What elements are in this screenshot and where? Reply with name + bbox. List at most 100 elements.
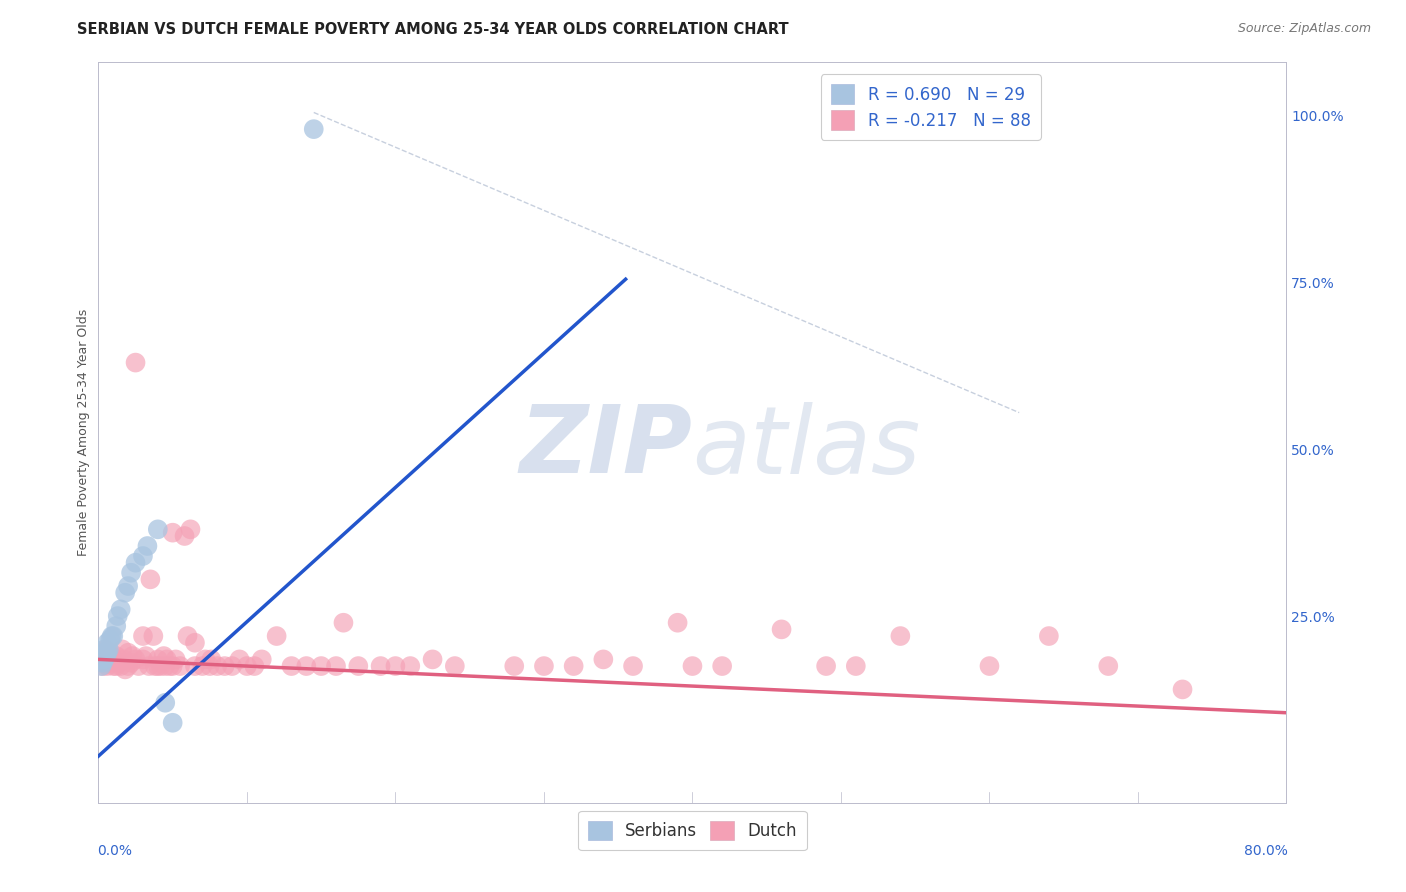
Point [325,659,347,673]
Point [101,648,124,663]
Point [91,659,114,673]
Point [228,652,250,666]
Point [94,648,117,663]
Point [114,585,136,599]
Point [384,659,406,673]
Point [250,652,273,666]
Point [103,659,125,673]
Point [91,652,114,666]
Point [90,652,112,666]
Point [214,659,236,673]
Point [503,659,526,673]
Point [138,659,160,673]
Text: 0.0%: 0.0% [97,844,132,857]
Point [592,652,614,666]
Point [120,566,142,580]
Point [621,659,644,673]
Point [110,659,132,673]
Point [112,652,135,666]
Point [191,659,214,673]
Point [711,659,734,673]
Point [184,636,207,650]
Point [97,642,120,657]
Point [236,659,259,673]
Point [105,619,128,633]
Point [101,629,124,643]
Text: Source: ZipAtlas.com: Source: ZipAtlas.com [1237,22,1371,36]
Point [155,659,177,673]
Point [110,602,132,616]
Point [146,659,169,673]
Point [280,659,302,673]
Point [1171,682,1194,697]
Point [309,659,332,673]
Point [121,648,143,663]
Point [93,646,115,660]
Y-axis label: Female Poverty Among 25-34 Year Olds: Female Poverty Among 25-34 Year Olds [77,309,90,557]
Point [107,609,129,624]
Point [889,629,911,643]
Legend: Serbians, Dutch: Serbians, Dutch [578,811,807,850]
Point [124,556,146,570]
Text: SERBIAN VS DUTCH FEMALE POVERTY AMONG 25-34 YEAR OLDS CORRELATION CHART: SERBIAN VS DUTCH FEMALE POVERTY AMONG 25… [77,22,789,37]
Point [98,632,121,647]
Point [142,629,165,643]
Point [128,659,150,673]
Point [370,659,392,673]
Point [132,629,155,643]
Point [162,525,184,540]
Point [422,652,444,666]
Point [105,648,128,663]
Point [295,659,318,673]
Point [90,659,112,673]
Point [169,659,191,673]
Point [156,652,179,666]
Point [979,659,1001,673]
Point [132,549,155,563]
Point [117,579,139,593]
Point [666,615,689,630]
Point [146,652,169,666]
Point [184,659,207,673]
Point [98,656,121,670]
Point [91,648,114,663]
Point [815,659,838,673]
Point [162,715,184,730]
Point [681,659,703,673]
Point [179,522,201,536]
Point [200,652,222,666]
Point [221,659,243,673]
Point [165,652,187,666]
Point [96,659,118,673]
Point [159,659,181,673]
Point [108,656,131,670]
Point [114,662,136,676]
Point [770,623,793,637]
Point [302,122,325,136]
Point [146,522,169,536]
Point [94,646,117,660]
Point [176,629,198,643]
Point [103,629,125,643]
Point [93,642,115,657]
Point [173,529,195,543]
Text: 80.0%: 80.0% [1244,844,1288,857]
Point [562,659,585,673]
Point [93,652,115,666]
Point [136,539,159,553]
Point [97,652,120,666]
Text: atlas: atlas [692,402,921,493]
Point [96,646,118,660]
Point [91,656,114,670]
Point [443,659,465,673]
Point [143,659,166,673]
Point [399,659,422,673]
Point [266,629,288,643]
Point [105,659,128,673]
Point [124,652,146,666]
Point [94,642,117,657]
Text: ZIP: ZIP [520,401,692,493]
Point [243,659,266,673]
Point [155,696,177,710]
Point [103,652,125,666]
